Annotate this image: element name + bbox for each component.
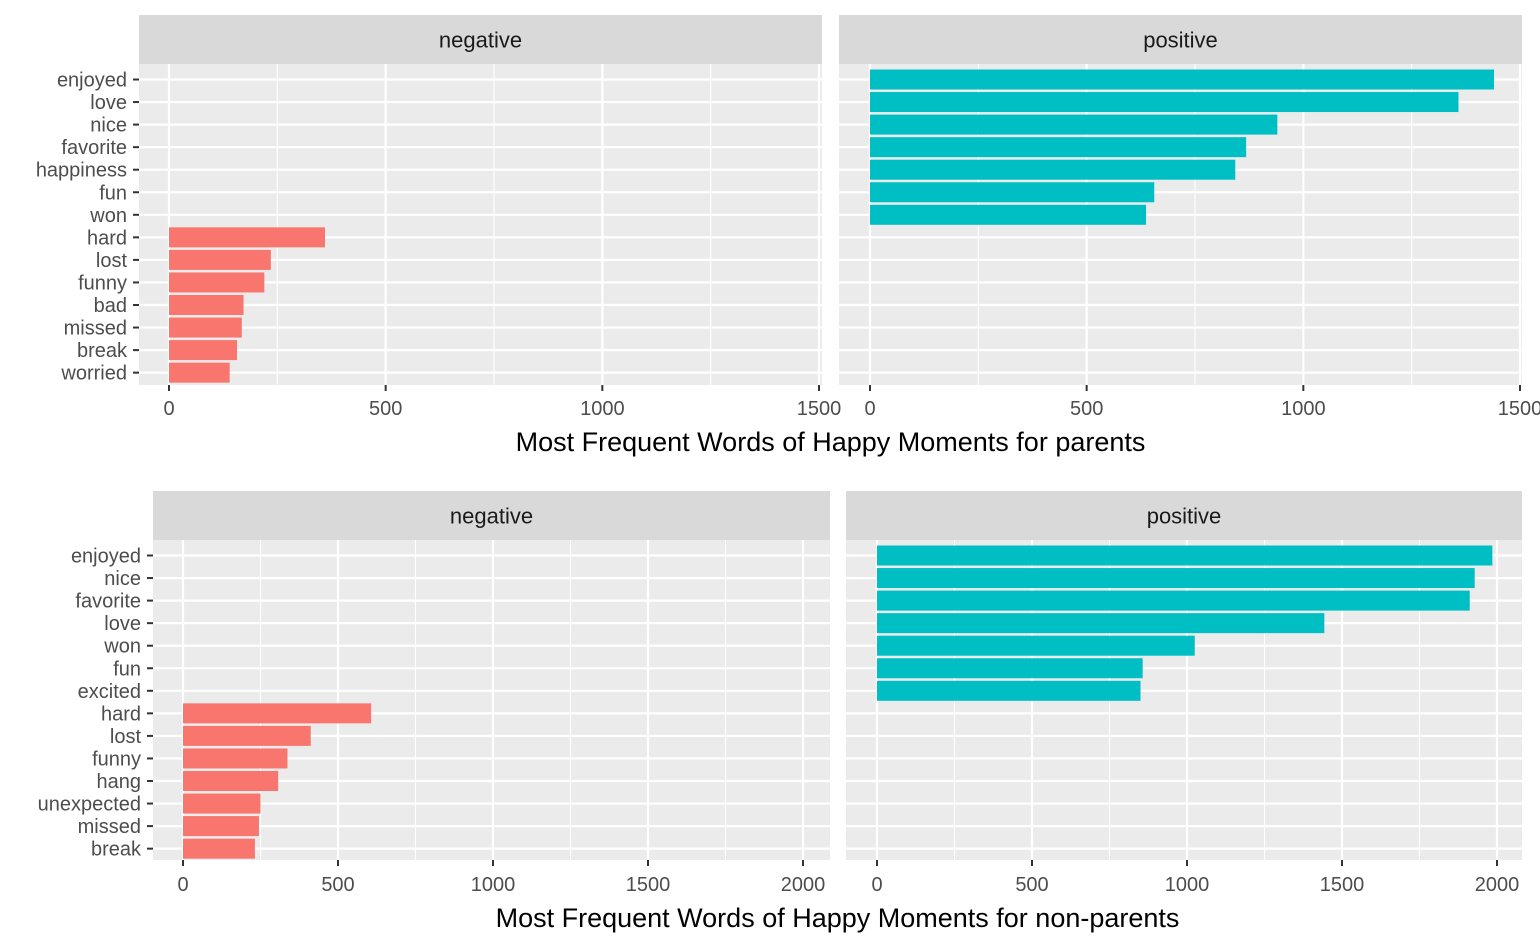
bar-positive-fun (870, 182, 1155, 203)
bar-negative-unexpected (183, 793, 261, 814)
y-tick-label: won (103, 636, 141, 658)
y-tick-label: love (90, 92, 127, 114)
x-tick-label: 1000 (580, 398, 625, 420)
y-tick-label: nice (104, 568, 141, 590)
x-tick-label: 500 (321, 874, 354, 896)
x-tick-label: 0 (864, 398, 875, 420)
x-axis-title: Most Frequent Words of Happy Moments for… (516, 427, 1146, 457)
x-tick-label: 1500 (626, 874, 671, 896)
y-tick-label: funny (92, 748, 141, 770)
x-tick-label: 1000 (471, 874, 516, 896)
y-axis-labels: enjoyednicefavoritelovewonfunexcitedhard… (38, 546, 153, 861)
y-tick-label: unexpected (38, 794, 141, 816)
bar-positive-favorite (877, 590, 1470, 611)
y-tick-label: happiness (36, 160, 127, 182)
bar-negative-worried (169, 362, 230, 383)
x-tick-label: 500 (369, 398, 402, 420)
y-tick-label: worried (60, 363, 127, 385)
facet-negative: negative 0 500 1000 1500 (139, 15, 841, 420)
x-tick-label: 1500 (1498, 398, 1540, 420)
bar-positive-love (870, 92, 1459, 113)
facet-strip-label: positive (1143, 28, 1218, 53)
x-tick-label: 0 (871, 874, 882, 896)
y-tick-label: missed (78, 816, 141, 838)
facet-positive: positive 0 500 1000 1500 (839, 15, 1540, 420)
facet-strip-label: positive (1147, 504, 1222, 529)
bar-negative-lost (183, 725, 311, 746)
y-tick-label: lost (110, 726, 142, 748)
bar-negative-hard (183, 703, 372, 724)
panel-background (139, 64, 822, 385)
y-tick-label: enjoyed (57, 70, 127, 92)
bar-negative-funny (169, 272, 265, 293)
panel-background (153, 540, 830, 860)
x-tick-label: 0 (163, 398, 174, 420)
facet-strip (839, 15, 1522, 64)
bar-negative-missed (169, 317, 242, 338)
x-tick-label: 1000 (1281, 398, 1326, 420)
bar-negative-hard (169, 227, 325, 248)
bar-positive-nice (877, 568, 1475, 589)
bar-negative-hang (183, 771, 279, 791)
y-tick-label: hard (101, 703, 141, 725)
bar-negative-break (183, 838, 255, 859)
bar-positive-won (870, 204, 1147, 225)
y-tick-label: love (104, 613, 141, 635)
bar-negative-bad (169, 295, 244, 315)
y-tick-label: hard (87, 227, 127, 249)
y-tick-label: funny (78, 272, 127, 294)
facet-positive: positive 0 500 1000 1500 2000 (846, 491, 1522, 896)
bar-positive-favorite (870, 137, 1247, 158)
x-tick-label: 1000 (1165, 874, 1210, 896)
x-tick-label: 500 (1015, 874, 1048, 896)
y-tick-label: break (77, 340, 128, 362)
y-tick-label: fun (99, 182, 127, 204)
chart-parents: negative 0 500 1000 1500 positive 0 500 1000 1500… (36, 15, 1540, 457)
x-tick-label: 500 (1070, 398, 1103, 420)
facet-strip (153, 491, 830, 540)
x-tick-label: 2000 (781, 874, 826, 896)
facet-negative: negative 0 500 1000 1500 2000 (153, 491, 830, 896)
facet-strip-label: negative (439, 28, 522, 53)
y-tick-label: favorite (75, 591, 141, 613)
facet-strip (846, 491, 1522, 540)
facet-strip (139, 15, 822, 64)
facet-strip-label: negative (450, 504, 533, 529)
y-tick-label: nice (90, 115, 127, 137)
x-tick-label: 1500 (797, 398, 842, 420)
y-tick-label: won (89, 205, 127, 227)
bar-positive-nice (870, 114, 1278, 135)
bar-negative-break (169, 340, 238, 361)
y-tick-label: missed (64, 318, 127, 340)
bar-positive-excited (877, 680, 1141, 701)
y-tick-label: lost (96, 250, 128, 272)
bar-positive-fun (877, 658, 1143, 679)
y-tick-label: hang (97, 771, 142, 793)
y-tick-label: enjoyed (71, 546, 141, 568)
bar-negative-funny (183, 748, 288, 769)
bar-positive-won (877, 635, 1195, 656)
bar-negative-missed (183, 816, 259, 837)
bar-positive-enjoyed (877, 545, 1493, 566)
y-tick-label: break (91, 839, 142, 861)
x-tick-label: 0 (177, 874, 188, 896)
bar-positive-happiness (870, 159, 1236, 180)
bar-positive-enjoyed (870, 69, 1494, 90)
y-tick-label: fun (113, 658, 141, 680)
y-tick-label: bad (94, 295, 127, 317)
x-axis-title: Most Frequent Words of Happy Moments for… (496, 903, 1180, 933)
x-tick-label: 2000 (1475, 874, 1520, 896)
x-tick-label: 1500 (1320, 874, 1365, 896)
bar-positive-love (877, 613, 1325, 634)
chart-non-parents: negative 0 500 1000 1500 2000 positive 0 500 1000… (38, 491, 1522, 933)
y-tick-label: excited (78, 681, 141, 703)
y-axis-labels: enjoyedlovenicefavoritehappinessfunwonha… (36, 70, 139, 385)
bar-negative-lost (169, 249, 271, 270)
y-tick-label: favorite (61, 137, 127, 159)
